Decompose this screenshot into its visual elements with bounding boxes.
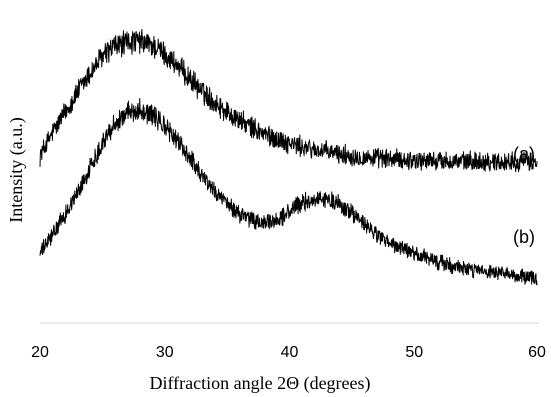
x-tick-label: 30 — [156, 344, 174, 361]
x-tick-labels: 20 30 40 50 60 — [31, 344, 546, 361]
series-line-a — [39, 28, 538, 173]
x-tick-label: 40 — [281, 344, 299, 361]
series-group — [39, 28, 538, 286]
y-axis-title: Intensity (a.u.) — [6, 117, 27, 222]
x-tick-label: 20 — [31, 344, 49, 361]
series-label-b: (b) — [513, 227, 535, 247]
x-axis-title: Diffraction angle 2Θ (degrees) — [149, 373, 370, 394]
series-label-a: (a) — [513, 144, 535, 164]
series-line-b — [39, 97, 538, 286]
x-tick-label: 50 — [405, 344, 423, 361]
x-tick-label: 60 — [528, 344, 546, 361]
plot-area — [39, 28, 539, 324]
